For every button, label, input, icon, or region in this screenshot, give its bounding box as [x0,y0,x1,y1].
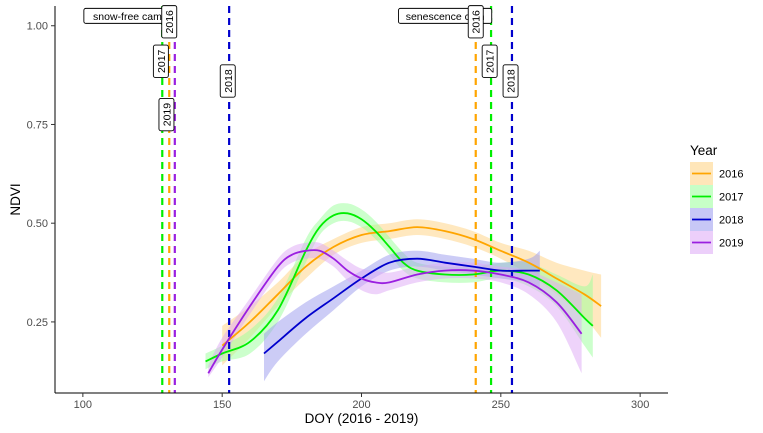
legend-label: 2017 [719,192,743,204]
line-2019 [207,249,583,374]
legend-label: 2018 [719,215,743,227]
annotation-text: 2017 [156,49,168,73]
x-tick-label: 300 [631,399,649,411]
legend: Year 2016 2017 2018 2019 [690,143,743,254]
annotation-text: 2016 [471,10,483,34]
x-tick-label: 200 [352,399,370,411]
band-2019 [208,242,582,378]
annotation-box [152,44,169,78]
legend-label: 2016 [719,169,743,181]
x-axis-label: DOY (2016 - 2019) [305,411,419,426]
legend-label: 2019 [719,238,743,250]
confidence-bands [205,203,602,382]
y-tick-label: 1.00 [27,21,48,33]
vertical-marker-lines [161,6,514,393]
x-tick-label: 150 [213,399,231,411]
annotation-box [481,44,498,78]
annotation-box [161,5,178,39]
annotation-box [502,64,519,98]
annotation-label: snow-free cam [83,7,172,24]
annotation-text: 2019 [161,103,173,127]
annotation-label: 2017 [481,44,498,78]
band-2017 [205,203,593,370]
annotation-text: 2018 [223,69,235,93]
legend-item-2018: 2018 [690,208,743,231]
line-2018 [263,257,540,355]
annotation-label: 2018 [219,64,236,98]
x-tick-label: 250 [492,399,510,411]
y-tick-label: 0.75 [27,119,48,131]
annotation-label: 2016 [467,5,484,39]
annotation-label: 2018 [502,64,519,98]
annotation-text: 2016 [164,10,176,34]
annotation-box [467,5,484,39]
y-axis-label: NDVI [8,183,23,215]
y-tick-label: 0.25 [27,317,48,329]
axes: 100 150 200 250 300 0.25 0.50 0.75 1.00 DOY (20… [8,6,668,426]
annotation-label: 2017 [152,44,169,78]
legend-item-2019: 2019 [690,231,743,254]
y-tick-label: 0.50 [27,218,48,230]
annotation-box [158,97,175,132]
marker-labels: snow-free cam 2016201720192018senescence … [83,5,519,132]
legend-title: Year [690,143,718,158]
annotation-text: snow-free cam [93,11,162,23]
annotation-box [219,64,236,98]
annotation-text: senescence cam [406,11,485,23]
annotation-text: 2017 [485,49,497,73]
line-2016 [221,226,602,347]
annotation-text: 2018 [506,69,518,93]
line-2017 [205,212,594,363]
annotation-label: 2016 [161,5,178,39]
series-lines [205,212,602,374]
x-tick-label: 100 [74,399,92,411]
y-axis-ticks: 0.25 0.50 0.75 1.00 [27,21,55,329]
x-axis-ticks: 100 150 200 250 300 [74,393,649,411]
legend-item-2016: 2016 [690,162,743,185]
annotation-label: 2019 [158,97,175,132]
legend-item-2017: 2017 [690,185,743,208]
